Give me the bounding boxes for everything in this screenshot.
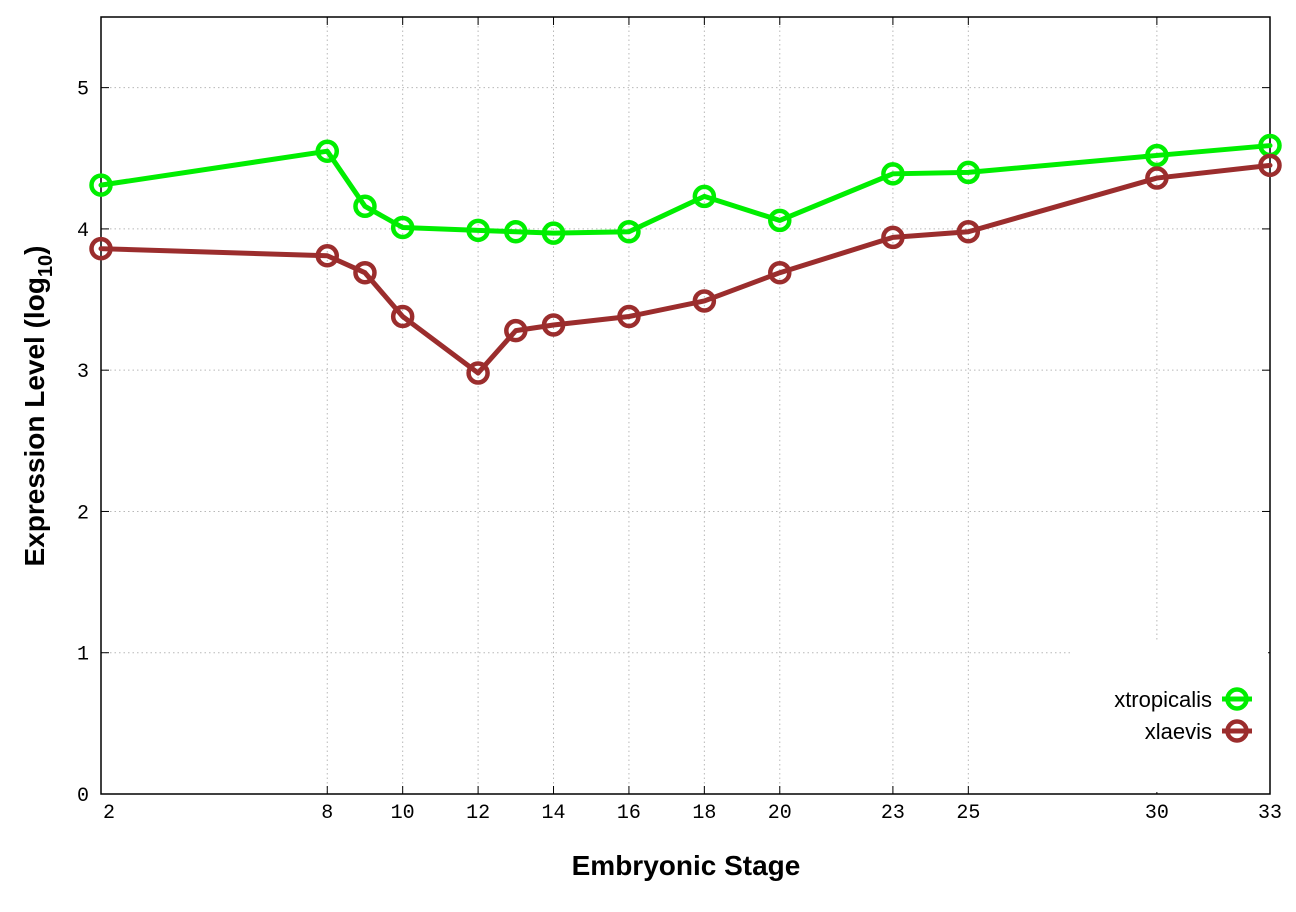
data-point-xtropicalis bbox=[881, 162, 905, 186]
data-point-xlaevis bbox=[315, 244, 340, 268]
x-tick-label: 12 bbox=[466, 802, 490, 825]
data-point-xlaevis bbox=[1145, 166, 1169, 190]
data-point-xlaevis bbox=[768, 260, 792, 285]
y-tick-label: 1 bbox=[77, 644, 89, 667]
data-point-xtropicalis bbox=[353, 194, 377, 219]
data-point-xtropicalis bbox=[617, 219, 641, 244]
y-tick-label: 5 bbox=[77, 79, 89, 102]
x-tick-label: 20 bbox=[768, 802, 792, 825]
x-tick-label: 16 bbox=[617, 802, 641, 825]
data-point-xlaevis bbox=[390, 304, 415, 329]
series-line-xtropicalis bbox=[98, 143, 1273, 236]
data-point-xtropicalis bbox=[466, 218, 490, 243]
legend-swatch-marker-xlaevis bbox=[1225, 719, 1249, 743]
series-line-xlaevis bbox=[98, 162, 1273, 376]
data-point-xlaevis bbox=[956, 219, 981, 244]
data-point-xtropicalis bbox=[504, 219, 528, 244]
data-point-xlaevis bbox=[541, 313, 566, 337]
legend-label-xtropicalis: xtropicalis bbox=[1114, 687, 1212, 712]
y-tick-label: 3 bbox=[77, 361, 89, 384]
data-point-xtropicalis bbox=[541, 221, 566, 245]
data-point-xtropicalis bbox=[315, 139, 340, 163]
data-point-xlaevis bbox=[353, 260, 377, 285]
x-axis-title: Embryonic Stage bbox=[572, 850, 801, 881]
legend-label-xlaevis: xlaevis bbox=[1145, 719, 1212, 744]
legend-background bbox=[1072, 642, 1268, 792]
plot-frame bbox=[100, 16, 1271, 795]
series-layer bbox=[89, 133, 1282, 385]
x-tick-label: 30 bbox=[1145, 802, 1169, 825]
grid-layer bbox=[101, 17, 1270, 794]
y-axis-title-main: Expression Level (log bbox=[19, 277, 50, 566]
x-tick-label: 33 bbox=[1258, 802, 1282, 825]
data-point-xlaevis bbox=[881, 225, 905, 250]
x-tick-label: 2 bbox=[103, 802, 115, 825]
y-tick-label: 4 bbox=[77, 220, 89, 243]
x-tick-label: 25 bbox=[956, 802, 980, 825]
data-point-xtropicalis bbox=[390, 215, 415, 240]
legend: xtropicalis xlaevis bbox=[1072, 642, 1268, 792]
data-point-xlaevis bbox=[692, 289, 717, 313]
y-tick-label: 2 bbox=[77, 502, 89, 525]
data-point-xlaevis bbox=[89, 236, 113, 261]
x-tick-label: 18 bbox=[692, 802, 716, 825]
data-point-xtropicalis bbox=[89, 173, 113, 197]
x-tick-label: 8 bbox=[321, 802, 333, 825]
data-point-xlaevis bbox=[466, 361, 490, 385]
x-tick-label: 14 bbox=[542, 802, 566, 825]
data-point-xtropicalis bbox=[956, 160, 981, 185]
y-axis-title-subscript: 10 bbox=[35, 255, 57, 277]
data-point-xlaevis bbox=[617, 304, 641, 329]
y-tick-label: 0 bbox=[77, 785, 89, 808]
data-point-xlaevis bbox=[504, 318, 528, 343]
data-point-xtropicalis bbox=[1145, 143, 1169, 168]
data-point-xtropicalis bbox=[768, 208, 792, 233]
data-point-xlaevis bbox=[1258, 153, 1282, 178]
y-axis-title-close: ) bbox=[19, 246, 50, 255]
y-axis-title: Expression Level (log10) bbox=[19, 246, 57, 567]
x-tick-label: 23 bbox=[881, 802, 905, 825]
x-tick-label: 10 bbox=[391, 802, 415, 825]
legend-swatch-marker-xtropicalis bbox=[1225, 687, 1249, 711]
data-point-xtropicalis bbox=[692, 184, 717, 209]
